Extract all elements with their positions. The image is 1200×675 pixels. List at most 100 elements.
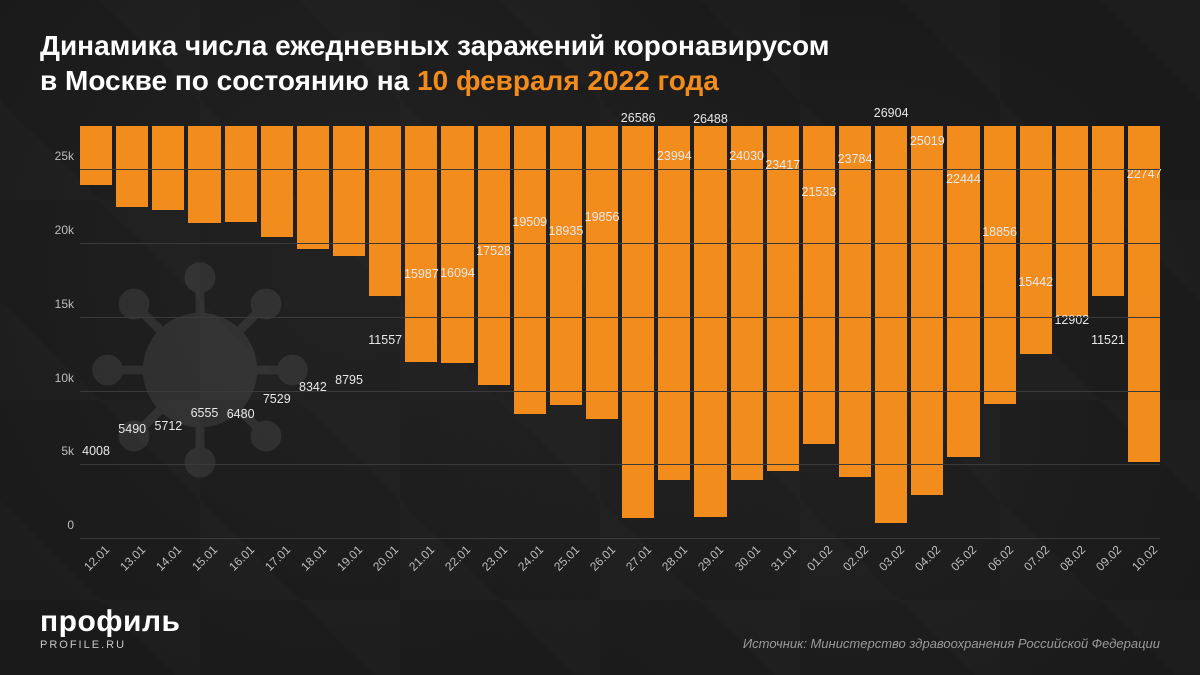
x-tick-label: 23.01 xyxy=(478,543,510,597)
bar-wrap: 26488 xyxy=(694,126,726,539)
x-tick-label: 06.02 xyxy=(984,543,1016,597)
y-tick-label: 10k xyxy=(40,371,74,385)
x-tick-label: 25.01 xyxy=(550,543,582,597)
x-tick-label: 05.02 xyxy=(947,543,979,597)
bar-wrap: 11557 xyxy=(369,126,401,539)
bar-value-label: 6480 xyxy=(227,407,255,425)
x-tick-label: 21.01 xyxy=(405,543,437,597)
gridline xyxy=(80,464,1160,465)
x-axis-labels: 12.0113.0114.0115.0116.0117.0118.0119.01… xyxy=(80,543,1160,597)
bar-value-label: 26586 xyxy=(621,111,656,129)
x-tick-label: 16.01 xyxy=(225,543,257,597)
bar xyxy=(152,126,184,210)
x-tick-label: 13.01 xyxy=(116,543,148,597)
bar-value-label: 8342 xyxy=(299,380,327,398)
bar xyxy=(803,126,835,444)
x-tick-label: 19.01 xyxy=(333,543,365,597)
bar-value-label: 8795 xyxy=(335,373,363,391)
bar-wrap: 19509 xyxy=(514,126,546,539)
bar-wrap: 23784 xyxy=(839,126,871,539)
title-accent-date: 10 февраля 2022 года xyxy=(417,65,719,96)
source-attribution: Источник: Министерство здравоохранения Р… xyxy=(743,636,1160,651)
bar-wrap: 8342 xyxy=(297,126,329,539)
bar-wrap: 4008 xyxy=(80,126,112,539)
bar-wrap: 5712 xyxy=(152,126,184,539)
chart-bars-container: 4008549057126555648075298342879511557159… xyxy=(80,126,1160,539)
bar xyxy=(694,126,726,517)
bar-value-label: 19509 xyxy=(512,215,547,233)
logo-main-text: профиль xyxy=(40,605,180,639)
bar-wrap: 16094 xyxy=(441,126,473,539)
bar-value-label: 23994 xyxy=(657,149,692,167)
bar xyxy=(441,126,473,363)
bar-wrap: 8795 xyxy=(333,126,365,539)
bar-value-label: 7529 xyxy=(263,392,291,410)
x-tick-label: 12.01 xyxy=(80,543,112,597)
x-tick-label: 31.01 xyxy=(767,543,799,597)
x-tick-label: 10.02 xyxy=(1128,543,1160,597)
x-tick-label: 01.02 xyxy=(803,543,835,597)
bar-value-label: 22444 xyxy=(946,172,981,190)
x-tick-label: 24.01 xyxy=(514,543,546,597)
x-tick-label: 07.02 xyxy=(1020,543,1052,597)
bar-value-label: 21533 xyxy=(802,185,837,203)
bar xyxy=(1020,126,1052,354)
bar-value-label: 15987 xyxy=(404,267,439,285)
bar-value-label: 19856 xyxy=(585,210,620,228)
bar-wrap: 26904 xyxy=(875,126,907,539)
bar xyxy=(188,126,220,223)
x-tick-label: 29.01 xyxy=(694,543,726,597)
bar xyxy=(622,126,654,518)
y-tick-label: 15k xyxy=(40,297,74,311)
bar-value-label: 6555 xyxy=(191,406,219,424)
x-tick-label: 04.02 xyxy=(911,543,943,597)
y-tick-label: 20k xyxy=(40,223,74,237)
bar-value-label: 18935 xyxy=(549,224,584,242)
x-tick-label: 15.01 xyxy=(188,543,220,597)
bar xyxy=(731,126,763,480)
bar-wrap: 23417 xyxy=(767,126,799,539)
bar-wrap: 26586 xyxy=(622,126,654,539)
x-tick-label: 28.01 xyxy=(658,543,690,597)
bar-wrap: 17528 xyxy=(478,126,510,539)
bar-wrap: 15987 xyxy=(405,126,437,539)
bar xyxy=(333,126,365,256)
bar xyxy=(1092,126,1124,296)
x-tick-label: 30.01 xyxy=(731,543,763,597)
bar-wrap: 25019 xyxy=(911,126,943,539)
bar xyxy=(116,126,148,207)
bar-wrap: 21533 xyxy=(803,126,835,539)
bar-wrap: 7529 xyxy=(261,126,293,539)
bar xyxy=(369,126,401,296)
bar-value-label: 4008 xyxy=(82,444,110,462)
title-line1: Динамика числа ежедневных заражений коро… xyxy=(40,30,829,61)
bar-wrap: 6555 xyxy=(188,126,220,539)
bar-wrap: 24030 xyxy=(731,126,763,539)
bar-value-label: 11557 xyxy=(368,333,402,351)
footer: профиль PROFILE.RU Источник: Министерств… xyxy=(40,605,1160,675)
bar xyxy=(225,126,257,222)
bar-value-label: 23784 xyxy=(838,152,873,170)
bar-wrap: 18935 xyxy=(550,126,582,539)
bar-value-label: 26904 xyxy=(874,106,909,124)
y-tick-label: 25k xyxy=(40,149,74,163)
gridline xyxy=(80,169,1160,170)
brand-logo: профиль PROFILE.RU xyxy=(40,605,180,651)
bar-value-label: 16094 xyxy=(440,266,475,284)
x-tick-label: 27.01 xyxy=(622,543,654,597)
bar-wrap: 6480 xyxy=(225,126,257,539)
x-tick-label: 14.01 xyxy=(152,543,184,597)
chart-area: 4008549057126555648075298342879511557159… xyxy=(40,116,1160,597)
bar-value-label: 15442 xyxy=(1018,275,1053,293)
bar xyxy=(1056,126,1088,316)
bar xyxy=(984,126,1016,404)
bar-wrap: 12902 xyxy=(1056,126,1088,539)
bar-wrap: 23994 xyxy=(658,126,690,539)
chart-plot: 4008549057126555648075298342879511557159… xyxy=(80,126,1160,539)
bar-wrap: 15442 xyxy=(1020,126,1052,539)
x-tick-label: 20.01 xyxy=(369,543,401,597)
x-tick-label: 02.02 xyxy=(839,543,871,597)
bar-value-label: 26488 xyxy=(693,112,728,130)
x-tick-label: 08.02 xyxy=(1056,543,1088,597)
bar xyxy=(80,126,112,185)
